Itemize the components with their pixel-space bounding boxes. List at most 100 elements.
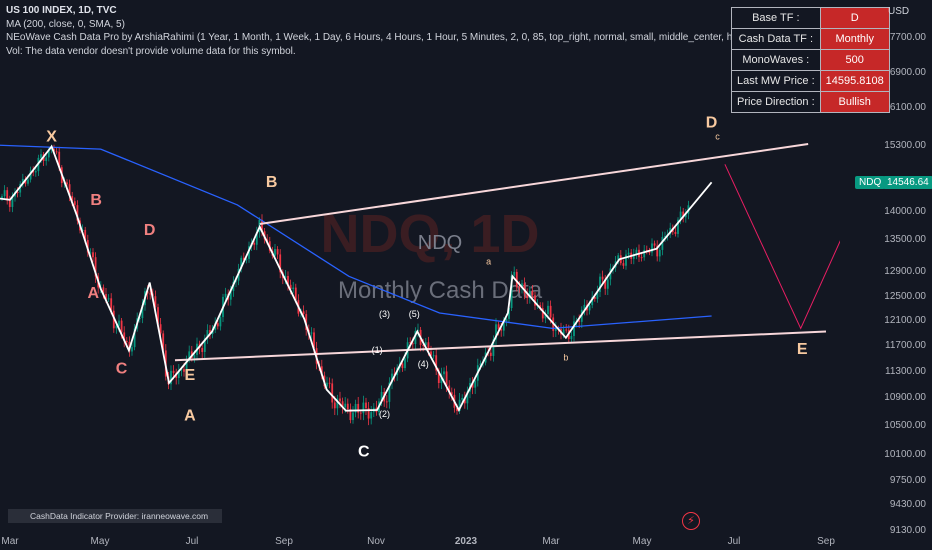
indicator-legend[interactable]: NEoWave Cash Data Pro by ArshiaRahimi (1… [6, 32, 764, 43]
candle-body [622, 263, 625, 266]
candle-body [21, 178, 24, 184]
wave-label: D [706, 114, 718, 131]
ma-200-line [0, 144, 712, 330]
cash-data-info-table: Base TF : D Cash Data TF : Monthly MonoWaves… [731, 7, 890, 113]
candle-body [253, 242, 256, 245]
candle-body [435, 355, 438, 371]
candle-body [479, 363, 482, 366]
candle-body [201, 348, 204, 352]
info-row: Base TF :D [731, 7, 890, 29]
time-tick: May [633, 536, 652, 547]
candle-body [157, 307, 159, 325]
candle-body [120, 320, 123, 333]
candle-body [203, 338, 206, 352]
chart-header: US 100 INDEX, 1D, TVC MA (200, close, 0,… [6, 4, 763, 58]
candle-body [549, 305, 552, 318]
candle-body [1, 196, 3, 199]
candle-body [578, 320, 581, 322]
candle-body [653, 243, 656, 246]
candle-body [45, 157, 48, 161]
candle-body [219, 317, 222, 327]
candle-body [404, 358, 406, 369]
ma-200-layer [0, 144, 712, 330]
ma-legend[interactable]: MA (200, close, 0, SMA, 5) [6, 18, 125, 30]
lightning-icon[interactable]: ⚡ [682, 512, 700, 530]
candle-body [110, 298, 113, 311]
volume-note: Vol: The data vendor doesn't provide vol… [6, 45, 296, 57]
candle-body [627, 252, 630, 255]
candle-body [255, 232, 258, 245]
info-row: Cash Data TF : Monthly [731, 28, 890, 50]
wave-label: A [184, 408, 196, 425]
candle-body [274, 248, 276, 256]
wave-label: E [797, 341, 808, 358]
info-key: Cash Data TF : [731, 28, 821, 50]
candle-body [661, 236, 664, 250]
candle-body [209, 330, 211, 335]
candle-body [172, 370, 175, 373]
price-tick: 10100.00 [884, 449, 926, 460]
candle-body [573, 321, 575, 337]
wave-label: E [185, 367, 196, 384]
last-price-tag: 14546.64 [883, 176, 932, 189]
price-tick: 9750.00 [890, 475, 927, 486]
candle-body [648, 251, 651, 253]
time-tick: Sep [275, 536, 293, 547]
watermark-ndq: NDQ [418, 232, 462, 254]
price-tick: 17700.00 [884, 32, 926, 43]
candle-body [185, 359, 188, 372]
candle-body [66, 182, 68, 185]
info-value: 500 [819, 49, 890, 71]
candle-body [461, 397, 464, 400]
candle-body [248, 246, 250, 259]
candle-body [684, 213, 687, 218]
candle-body [565, 329, 568, 331]
candle-body [3, 190, 6, 197]
candle-body [58, 151, 61, 168]
candle-body [677, 219, 679, 234]
info-value: D [819, 7, 890, 29]
channel-line [174, 330, 827, 362]
candle-body [180, 369, 183, 371]
candle-body [339, 398, 341, 402]
price-tick: 16100.00 [884, 102, 926, 113]
candle-body [497, 324, 500, 330]
candle-body [640, 257, 643, 259]
candle-body [40, 154, 42, 158]
candle-body [544, 314, 547, 319]
candle-body [601, 276, 604, 280]
time-tick: Nov [367, 536, 385, 547]
candle-body [409, 342, 412, 344]
candle-body [154, 296, 157, 308]
info-row: Last MW Price :14595.8108 [731, 70, 890, 92]
candle-body [141, 305, 144, 319]
price-tick: 15300.00 [884, 140, 926, 151]
candle-body [302, 311, 305, 315]
candle-body [682, 211, 685, 218]
candle-body [55, 151, 58, 153]
candle-body [521, 283, 523, 288]
candle-body [443, 371, 445, 375]
candle-body [162, 333, 165, 351]
candle-body [562, 329, 565, 335]
symbol-price-tag: NDQ [855, 176, 886, 189]
info-value: Monthly [819, 28, 890, 50]
time-tick: Sep [817, 536, 835, 547]
candle-body [430, 351, 432, 356]
candle-body [570, 336, 573, 340]
candle-body [367, 408, 370, 419]
candle-body [284, 275, 287, 278]
candle-body [206, 330, 209, 339]
candle-body [656, 245, 659, 257]
candle-body [500, 329, 503, 331]
time-tick: May [91, 536, 110, 547]
candle-body [458, 399, 461, 411]
candle-body [47, 149, 50, 158]
candle-body [84, 229, 87, 240]
candle-body [73, 201, 76, 206]
candle-body [242, 257, 245, 261]
candle-body [276, 248, 279, 255]
candle-body [357, 403, 360, 413]
time-tick: 2023 [455, 536, 478, 547]
candle-body [94, 257, 97, 277]
